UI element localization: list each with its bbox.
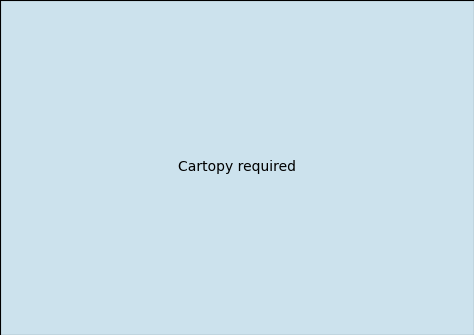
Text: Cartopy required: Cartopy required <box>178 160 296 175</box>
